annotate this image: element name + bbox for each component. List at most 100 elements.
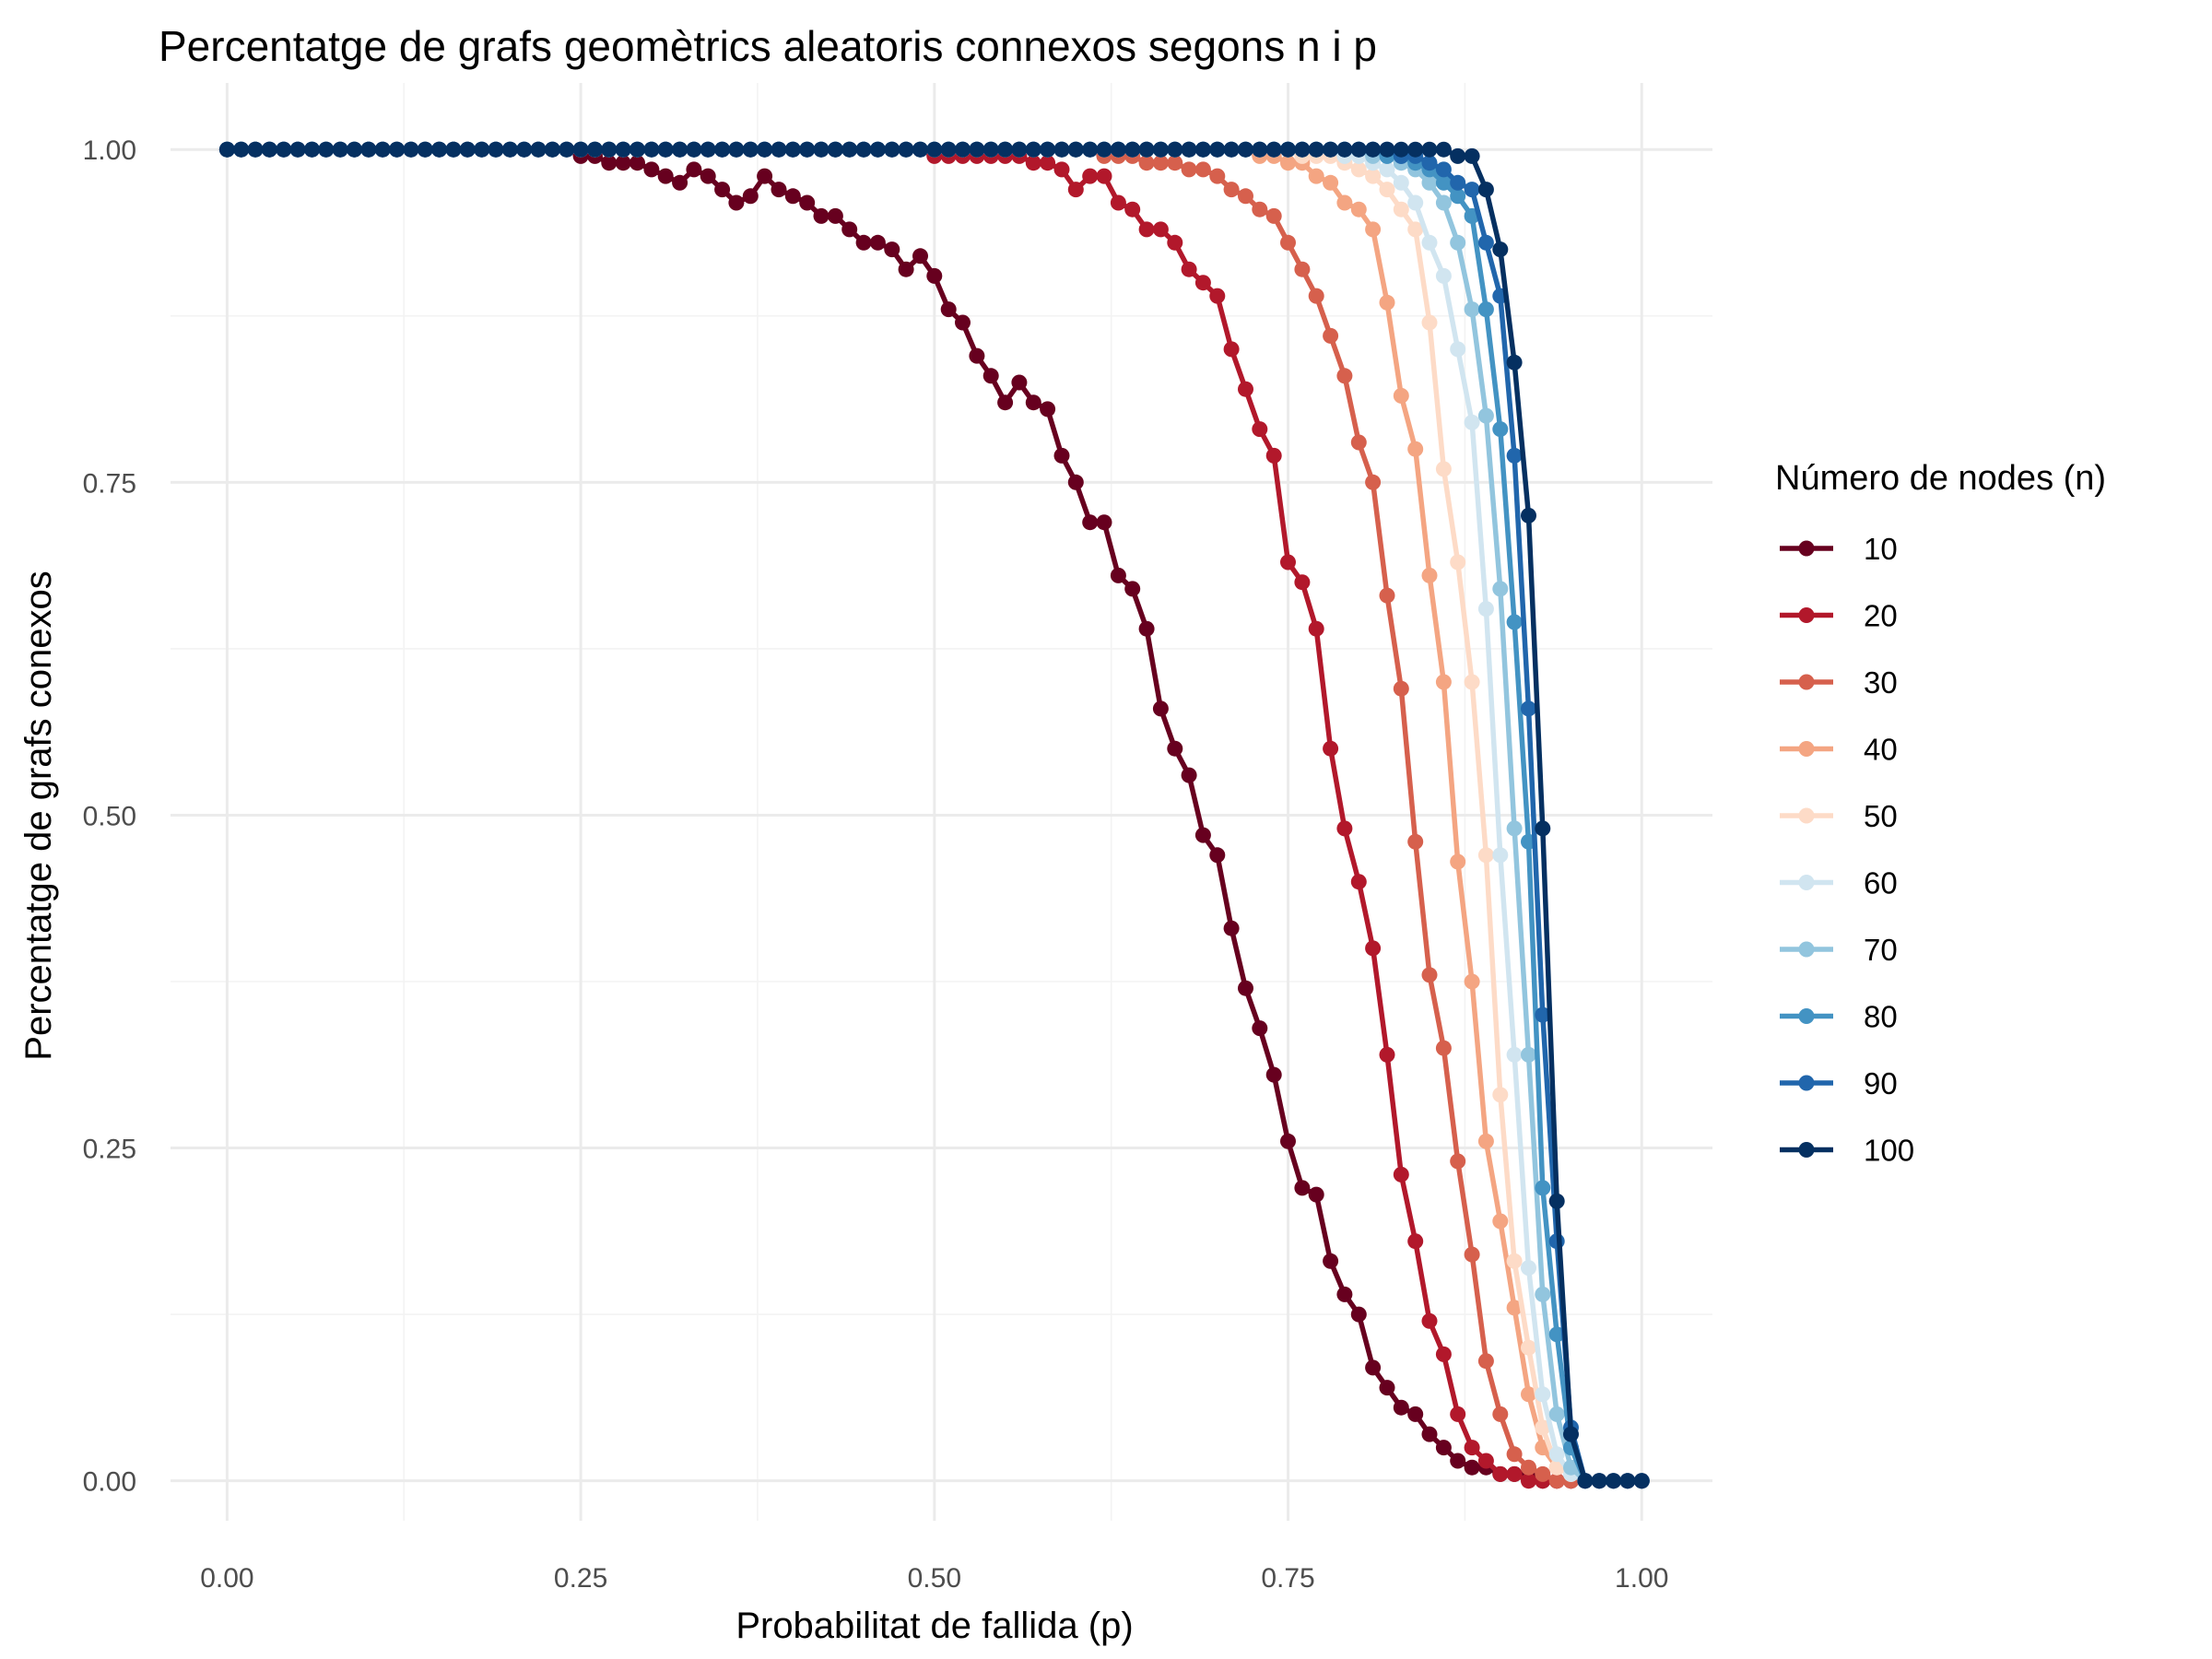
data-point [1336,1286,1353,1302]
data-point [1181,161,1197,178]
data-point [1350,161,1367,178]
data-point [1421,174,1438,191]
data-point [912,248,928,265]
data-point [1294,574,1311,591]
data-point [1421,967,1438,983]
legend-key-point [1798,607,1815,623]
data-point [1209,168,1226,184]
data-point [869,234,886,251]
data-point [1280,234,1296,251]
data-point [530,141,547,158]
data-point [1124,141,1141,158]
data-point [1521,1473,1536,1489]
y-axis-title: Percentatge de grafs conexos [18,571,59,1060]
data-point [1265,447,1282,464]
data-point [1152,700,1169,717]
data-point [1535,1286,1551,1302]
legend-key-point [1798,941,1815,958]
legend-label: 10 [1864,532,1898,566]
data-point [1308,288,1324,304]
legend-key-point [1798,741,1815,757]
data-point [1477,407,1494,424]
data-point [1379,141,1395,158]
data-point [1492,847,1509,864]
data-point [1492,421,1509,438]
legend-label: 40 [1864,733,1898,767]
data-point [1407,141,1424,158]
data-point [1350,201,1367,218]
data-point [629,141,645,158]
data-point [1223,341,1240,358]
data-point [1238,381,1253,397]
data-point [813,207,830,224]
data-point [1308,1186,1324,1203]
data-point [1280,141,1296,158]
data-point [982,368,999,384]
data-point [1535,1180,1551,1196]
data-point [1421,141,1438,158]
data-point [1521,1459,1536,1476]
data-point [1223,920,1240,936]
chart-title: Percentatge de grafs geomètrics aleatori… [159,22,1377,70]
data-point [1435,674,1452,690]
legend-item-50: 50 [1780,799,1898,833]
series-layer [218,141,1650,1489]
data-point [1194,141,1211,158]
data-point [1450,1406,1466,1422]
data-point [1506,1446,1523,1463]
data-point [572,141,589,158]
legend-item-20: 20 [1780,599,1898,633]
data-point [1350,874,1367,890]
data-point [1053,161,1070,178]
data-point [1548,1406,1565,1422]
x-axis-title: Probabilitat de fallida (p) [735,1606,1133,1646]
data-point [1535,1465,1551,1482]
data-point [855,234,872,251]
data-point [1323,174,1339,191]
legend-label: 100 [1864,1134,1914,1168]
data-point [1025,141,1041,158]
data-point [218,141,235,158]
data-point [1336,141,1353,158]
data-point [1379,1046,1395,1063]
data-point [1421,155,1438,171]
data-point [1025,155,1041,171]
data-point [431,141,448,158]
data-point [615,141,631,158]
data-point [1138,221,1155,238]
data-point [855,141,872,158]
data-point [714,141,731,158]
data-point [643,141,660,158]
data-point [1365,1359,1382,1376]
data-point [1110,141,1126,158]
legend-label: 90 [1864,1066,1898,1100]
data-point [276,141,292,158]
data-point [1548,1326,1565,1343]
data-point [1252,141,1268,158]
data-point [1379,1380,1395,1396]
data-point [1040,155,1056,171]
data-point [1110,194,1126,211]
data-point [1323,141,1339,158]
data-point [1633,1473,1650,1489]
data-point [1407,1233,1424,1250]
y-axis-ticks: 0.00 0.25 0.50 0.75 1.00 [83,135,136,1497]
data-point [1167,155,1183,171]
data-point [1067,141,1084,158]
data-point [1421,234,1438,251]
data-point [347,141,362,158]
data-point [1450,147,1466,164]
y-tick-label: 0.25 [83,1135,136,1165]
data-point [1521,507,1536,524]
data-point [233,141,250,158]
data-point [1506,1253,1523,1269]
data-point [445,141,462,158]
data-point [1506,354,1523,371]
data-point [1477,1353,1494,1370]
data-point [1308,620,1324,637]
series-100 [218,141,1650,1489]
data-point [884,241,900,258]
data-point [1521,700,1536,717]
data-point [1464,414,1480,430]
data-point [1591,1473,1607,1489]
